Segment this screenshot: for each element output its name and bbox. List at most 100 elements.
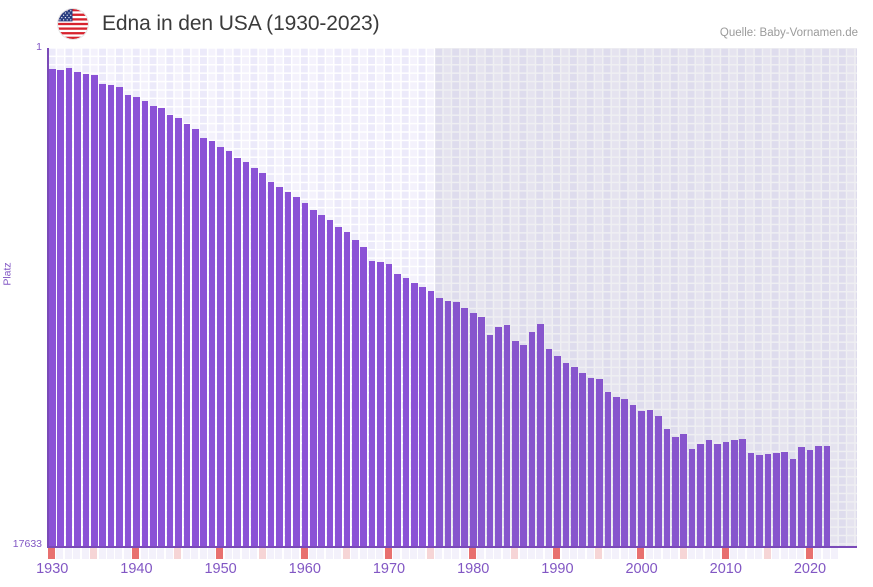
bar [806, 450, 814, 546]
page-title: Edna in den USA (1930-2023) [102, 12, 380, 35]
bar [65, 67, 73, 546]
bar [579, 373, 586, 546]
bar [747, 453, 755, 546]
x-tick-label: 1960 [288, 561, 321, 577]
x-tick-cell [250, 548, 258, 559]
y-axis-line [47, 48, 49, 546]
x-tick-cell [115, 548, 123, 559]
x-tick-cell [241, 548, 249, 559]
bar [276, 187, 283, 546]
x-axis-labels: 1930 1940 1950 1960 1970 1980 1990 2000 2010 2020 [0, 561, 873, 587]
x-tick-cell [721, 548, 729, 559]
bar [343, 231, 351, 546]
x-tick-cell [485, 548, 493, 559]
x-tick-cell [132, 548, 140, 559]
bar [478, 317, 485, 546]
x-tick-cell [553, 548, 561, 559]
bar [503, 325, 511, 546]
bar [377, 262, 384, 546]
bar [242, 162, 250, 546]
x-tick-cell [351, 548, 359, 559]
x-tick-cell [224, 548, 232, 559]
bar [267, 181, 275, 546]
bar [82, 74, 90, 546]
y-axis-tick-bottom: 17633 [12, 538, 42, 550]
x-tick-cell [233, 548, 241, 559]
bar [823, 445, 831, 546]
x-tick-cell [266, 548, 274, 559]
x-tick-cell [367, 548, 375, 559]
bar [284, 192, 292, 546]
bar [453, 301, 460, 546]
bar [562, 363, 570, 546]
bar [671, 436, 679, 546]
x-tick-cell [637, 548, 645, 559]
bar [394, 273, 401, 546]
x-tick-cell [300, 548, 308, 559]
bar [663, 429, 671, 546]
bar [688, 448, 696, 546]
x-tick-cell [713, 548, 721, 559]
x-tick-cell [48, 548, 56, 559]
bar [570, 366, 578, 546]
bar [158, 108, 165, 546]
x-tick-cell [258, 548, 266, 559]
x-tick-cell [106, 548, 114, 559]
bar [646, 410, 654, 546]
x-tick-cell [831, 548, 839, 559]
x-tick-cell [452, 548, 460, 559]
bar [99, 83, 107, 546]
bar [360, 246, 368, 546]
bar [714, 443, 721, 546]
bar [730, 440, 738, 546]
bar [512, 341, 519, 546]
bar [116, 87, 123, 546]
bar [461, 308, 469, 546]
x-tick-label: 1980 [457, 561, 490, 577]
x-tick-cell [662, 548, 670, 559]
bar [91, 74, 98, 546]
x-tick-cell [460, 548, 468, 559]
x-tick-cell [191, 548, 199, 559]
x-tick-cell [207, 548, 215, 559]
x-tick-cell [603, 548, 611, 559]
x-tick-cell [325, 548, 333, 559]
x-tick-cell [578, 548, 586, 559]
x-tick-cell [645, 548, 653, 559]
bar [74, 72, 81, 546]
bar [427, 291, 435, 546]
chart-header: Edna in den USA (1930-2023) Quelle: Baby… [0, 0, 873, 46]
x-tick-cell [477, 548, 485, 559]
x-tick-label: 1990 [541, 561, 574, 577]
x-tick-cell [123, 548, 131, 559]
bar [326, 220, 334, 546]
x-tick-cell [359, 548, 367, 559]
bar [402, 278, 410, 546]
bar [309, 210, 317, 546]
bar [680, 434, 687, 546]
x-tick-cell [814, 548, 822, 559]
bar [419, 286, 426, 546]
bar [335, 226, 342, 546]
x-tick-cell [595, 548, 603, 559]
bar [301, 202, 309, 546]
x-tick-cell [410, 548, 418, 559]
x-tick-cell [805, 548, 813, 559]
x-tick-cell [275, 548, 283, 559]
x-tick-cell [98, 548, 106, 559]
x-tick-cell [149, 548, 157, 559]
bar [166, 114, 174, 546]
x-tick-cell [342, 548, 350, 559]
x-tick-cell [56, 548, 64, 559]
bar [545, 349, 553, 546]
bar [705, 439, 713, 546]
bar [764, 454, 772, 546]
bar [200, 137, 208, 546]
bar [225, 151, 233, 546]
bar [57, 70, 64, 546]
y-axis-title: Platz [1, 262, 14, 286]
x-tick-cell [519, 548, 527, 559]
x-tick-cell [511, 548, 519, 559]
x-tick-cell [730, 548, 738, 559]
x-tick-label: 1930 [36, 561, 69, 577]
